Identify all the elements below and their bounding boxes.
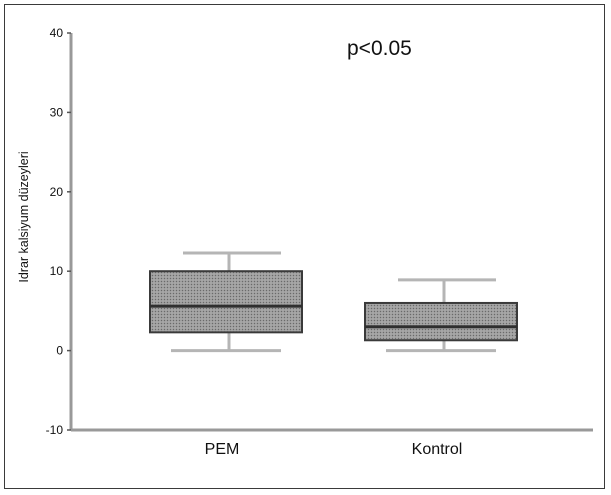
y-tick-label: 30	[50, 105, 64, 119]
axes	[69, 33, 593, 432]
box-plot-chart: -10 0 10 20 30 40 PEM Kontrol Idrar kalsiyum d…	[17, 26, 593, 458]
y-tick-label: -10	[46, 423, 64, 437]
kontrol-box	[364, 301, 518, 342]
x-category-label-pem: PEM	[205, 441, 240, 458]
pem-box	[149, 270, 303, 334]
boxes: PEM Kontrol	[149, 251, 518, 458]
y-axis-ticks: -10 0 10 20 30 40	[46, 26, 71, 437]
y-tick-label: 40	[50, 26, 64, 40]
y-tick-label: 0	[56, 344, 63, 358]
y-axis-label: Idrar kalsiyum düzeyleri	[17, 151, 31, 282]
chart-frame: -10 0 10 20 30 40 PEM Kontrol Idrar kalsiyum d…	[4, 4, 605, 489]
y-tick-label: 10	[50, 264, 64, 278]
significance-annotation: p<0.05	[347, 37, 412, 60]
y-tick-label: 20	[50, 185, 64, 199]
x-category-label-kontrol: Kontrol	[412, 441, 463, 458]
